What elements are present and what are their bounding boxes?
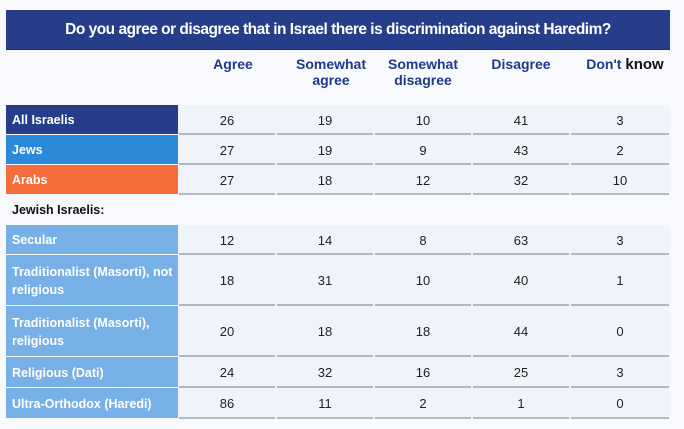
col-header-disagree: Disagree <box>491 56 551 72</box>
table-row: Religious (Dati) 24 32 16 25 3 <box>6 357 670 388</box>
row-separator <box>6 418 178 419</box>
table-row: Ultra-Orthodox (Haredi) 86 11 2 1 0 <box>6 388 670 419</box>
table-cell: 31 <box>276 255 374 306</box>
table-cell: 3 <box>570 105 670 135</box>
table-cell: 18 <box>178 255 276 306</box>
col-header-somewhat-agree: Somewhat agree <box>295 56 366 88</box>
row-separator <box>6 387 178 388</box>
table-cell: 3 <box>570 357 670 388</box>
table-cell: 9 <box>374 135 472 165</box>
subheading-jewish-israelis: Jewish Israelis: <box>12 203 105 217</box>
table-cell: 8 <box>374 225 472 255</box>
row-label: All Israelis <box>6 105 178 135</box>
table-cell: 32 <box>276 357 374 388</box>
table-cell: 11 <box>276 388 374 419</box>
row-label: Traditionalist (Masorti), not religious <box>6 255 178 306</box>
table-cell: 16 <box>374 357 472 388</box>
table-cell: 10 <box>570 165 670 195</box>
col-header-somewhat-disagree: Somewhat disagree <box>387 56 458 88</box>
table-cell: 12 <box>374 165 472 195</box>
table-cell: 25 <box>472 357 570 388</box>
table-cell: 26 <box>178 105 276 135</box>
table-cell: 0 <box>570 306 670 357</box>
table-row: Secular 12 14 8 63 3 <box>6 225 670 255</box>
table-cell: 18 <box>276 165 374 195</box>
row-separator <box>6 305 178 306</box>
table-cell: 19 <box>276 135 374 165</box>
row-label: Secular <box>6 225 178 255</box>
table-cell: 12 <box>178 225 276 255</box>
table-cell: 40 <box>472 255 570 306</box>
table-cell: 18 <box>276 306 374 357</box>
table-cell: 2 <box>570 135 670 165</box>
table-row: Jews 27 19 9 43 2 <box>6 135 670 165</box>
table-cell: 1 <box>570 255 670 306</box>
table-cell: 27 <box>178 135 276 165</box>
table-cell: 44 <box>472 306 570 357</box>
row-label: Religious (Dati) <box>6 357 178 388</box>
table-row: All Israelis 26 19 10 41 3 <box>6 105 670 135</box>
table-row: Traditionalist (Masorti), not religious 1… <box>6 255 670 306</box>
table-cell: 3 <box>570 225 670 255</box>
row-separator <box>6 356 178 357</box>
table-cell: 14 <box>276 225 374 255</box>
table-cell: 27 <box>178 165 276 195</box>
table-row: Traditionalist (Masorti), religious 20 18 1… <box>6 306 670 357</box>
table-row: Arabs 27 18 12 32 10 <box>6 165 670 195</box>
table-cell: 24 <box>178 357 276 388</box>
table-cell: 1 <box>472 388 570 419</box>
table-title: Do you agree or disagree that in Israel … <box>6 10 670 50</box>
table-cell: 43 <box>472 135 570 165</box>
row-label: Traditionalist (Masorti), religious <box>6 306 178 357</box>
table-cell: 10 <box>374 105 472 135</box>
row-label: Arabs <box>6 165 178 195</box>
col-header-agree: Agree <box>213 56 253 72</box>
table-cell: 10 <box>374 255 472 306</box>
table-cell: 0 <box>570 388 670 419</box>
table-cell: 86 <box>178 388 276 419</box>
table-cell: 2 <box>374 388 472 419</box>
table-cell: 32 <box>472 165 570 195</box>
row-label: Jews <box>6 135 178 165</box>
row-separator <box>6 134 178 135</box>
col-header-dont-know: Don't know <box>586 56 664 73</box>
table-cell: 63 <box>472 225 570 255</box>
table-cell: 18 <box>374 306 472 357</box>
row-separator <box>6 164 178 165</box>
row-label: Ultra-Orthodox (Haredi) <box>6 388 178 419</box>
table-cell: 41 <box>472 105 570 135</box>
table-cell: 20 <box>178 306 276 357</box>
row-separator <box>6 254 178 255</box>
row-separator <box>6 194 178 195</box>
table-cell: 19 <box>276 105 374 135</box>
